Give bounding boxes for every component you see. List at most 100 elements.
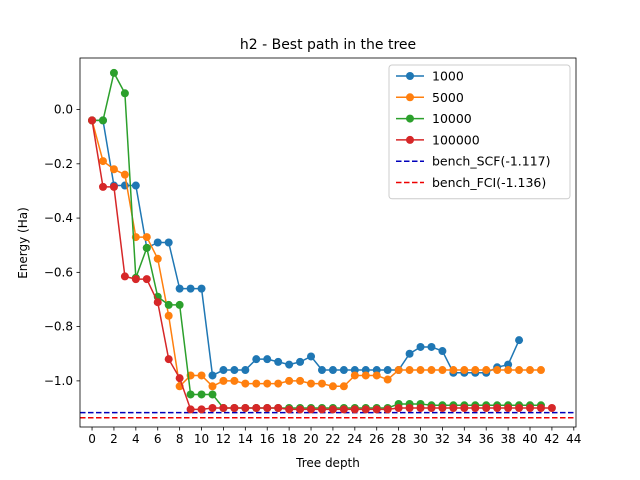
data-point [515,336,524,345]
legend-entry: 1000 [396,69,464,84]
x-axis-label: Tree depth [295,456,360,470]
data-point [109,182,118,191]
data-point [296,405,305,414]
legend-entry: 10000 [396,111,472,126]
data-point [449,366,458,375]
data-point [427,404,436,413]
data-point [241,366,250,375]
data-point [285,405,294,414]
legend: 1000 5000 10000 100000 bench_SCF(-1.117)benc… [388,64,571,200]
data-point [241,404,250,413]
series-line-1000 [92,119,520,377]
data-point [208,404,217,413]
x-tick-label: 42 [544,432,559,446]
y-axis-label: Energy (Ha) [16,207,30,279]
data-point [536,366,545,375]
data-point [197,405,206,414]
data-point [131,181,140,190]
x-tick-label: 10 [194,432,209,446]
plot-frame [79,57,577,428]
data-point [317,379,326,388]
data-point [504,366,513,375]
legend-label: 5000 [432,90,464,105]
data-point [328,366,337,375]
y-tick-label: −1.0 [44,374,73,388]
legend-marker [406,72,414,80]
data-point [383,375,392,384]
data-point [372,371,381,380]
x-tick-label: 12 [216,432,231,446]
data-point [230,404,239,413]
data-point [405,404,414,413]
data-point [208,390,217,399]
data-point [263,379,272,388]
data-point [186,284,195,293]
data-point [175,374,184,383]
data-point [482,404,491,413]
legend-label: 10000 [432,111,472,126]
data-point [515,366,524,375]
x-tick-label: 16 [260,432,275,446]
data-point [427,342,436,351]
data-point [285,376,294,385]
data-point [164,300,173,309]
data-point [263,355,272,364]
legend-label: 1000 [432,69,464,84]
data-point [109,165,118,174]
data-point [219,376,228,385]
y-tick-label: −0.4 [44,211,73,225]
data-point [307,379,316,388]
data-point [252,355,261,364]
data-point [197,284,206,293]
data-point [263,404,272,413]
data-point [98,157,107,166]
data-point [536,404,545,413]
x-tick-label: 6 [154,432,162,446]
data-point [131,275,140,284]
data-point [98,116,107,125]
y-tick-label: 0.0 [54,103,73,117]
legend-entry: 100000 [396,132,480,147]
data-point [164,311,173,320]
data-point [252,404,261,413]
data-point [328,405,337,414]
data-point [230,376,239,385]
data-point [120,89,129,98]
x-tick-label: 34 [457,432,472,446]
data-point [471,404,480,413]
data-point [361,405,370,414]
data-point [153,298,162,307]
data-point [153,238,162,247]
data-point [142,275,151,284]
data-point [296,357,305,366]
data-point [274,404,283,413]
data-point [515,404,524,413]
x-tick-label: 24 [347,432,362,446]
data-point [427,366,436,375]
x-tick-label: 22 [325,432,340,446]
data-point [350,371,359,380]
data-point [547,404,556,413]
data-point [350,405,359,414]
y-tick-label: −0.8 [44,320,73,334]
x-axis: 0 2 4 6 8 10 12 14 16 18 20 22 24 26 28 30 32 34 36 38 40 42 4… [88,427,581,446]
x-tick-label: 44 [566,432,581,446]
data-point [328,382,337,391]
data-point [197,371,206,380]
x-tick-label: 40 [522,432,537,446]
legend-entry: bench_FCI(-1.136) [396,175,546,190]
x-tick-label: 2 [110,432,118,446]
data-point [317,366,326,375]
data-point [493,366,502,375]
data-point [186,390,195,399]
data-point [339,405,348,414]
legend-label: 100000 [432,132,480,147]
x-tick-label: 14 [238,432,253,446]
data-point [109,68,118,77]
data-point [405,349,414,358]
data-point [394,404,403,413]
data-point [274,357,283,366]
data-point [416,342,425,351]
x-tick-label: 36 [479,432,494,446]
data-point [493,404,502,413]
